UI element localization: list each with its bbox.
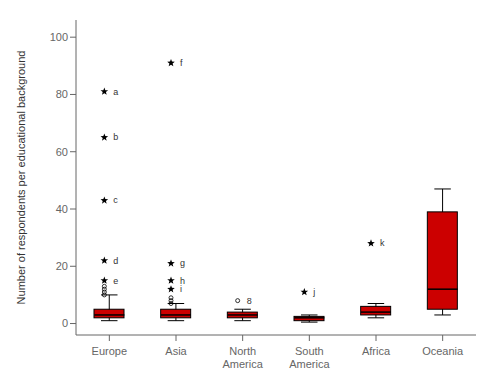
svg-text:b: b [113, 132, 118, 142]
svg-text:8: 8 [247, 296, 252, 306]
svg-text:Africa: Africa [362, 345, 391, 357]
svg-text:80: 80 [56, 88, 68, 100]
svg-text:0: 0 [62, 317, 68, 329]
svg-text:i: i [180, 284, 182, 294]
svg-text:Number of respondents per educ: Number of respondents per educational ba… [15, 51, 27, 305]
svg-text:Asia: Asia [165, 345, 187, 357]
svg-text:60: 60 [56, 146, 68, 158]
svg-text:k: k [380, 238, 385, 248]
svg-text:f: f [180, 58, 183, 68]
svg-text:40: 40 [56, 203, 68, 215]
svg-text:e: e [113, 276, 118, 286]
svg-text:a: a [113, 87, 118, 97]
svg-text:g: g [180, 258, 185, 268]
svg-text:100: 100 [50, 31, 68, 43]
svg-text:Europe: Europe [92, 345, 127, 357]
svg-text:d: d [113, 256, 118, 266]
svg-text:20: 20 [56, 260, 68, 272]
svg-text:c: c [113, 195, 118, 205]
svg-text:Oceania: Oceania [422, 345, 464, 357]
svg-text:h: h [180, 275, 185, 286]
svg-text:NorthAmerica: NorthAmerica [222, 345, 263, 370]
svg-text:j: j [312, 287, 315, 297]
svg-text:SouthAmerica: SouthAmerica [289, 345, 330, 370]
